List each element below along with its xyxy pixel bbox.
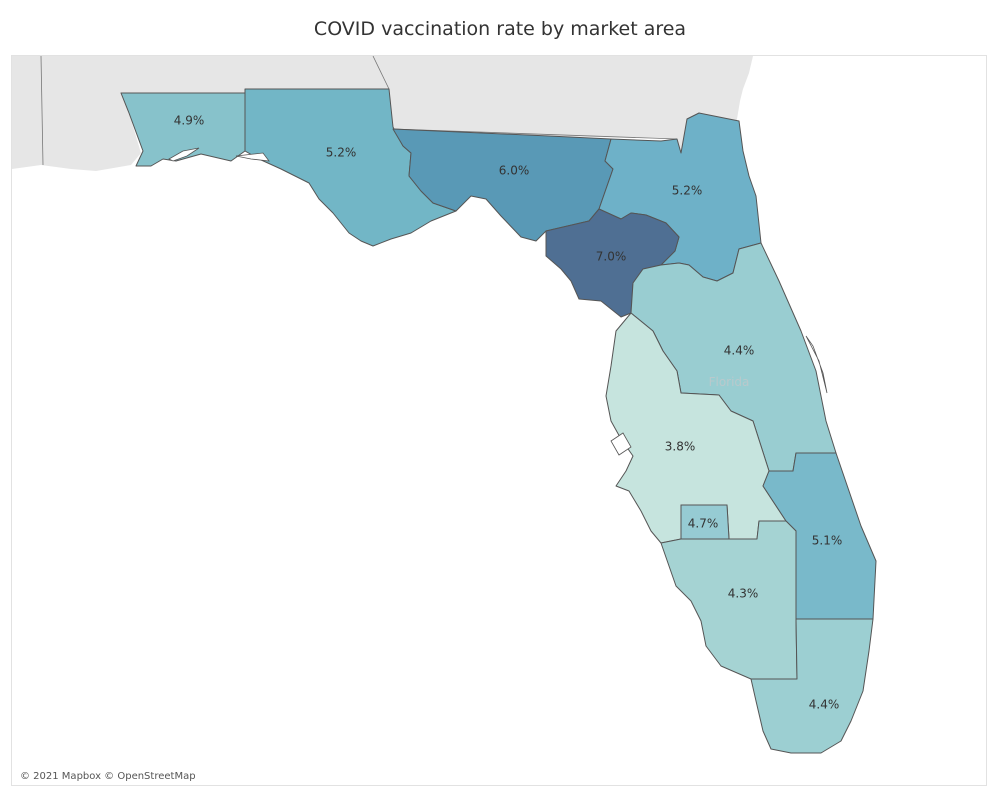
region-west-palm-beach[interactable]	[762, 452, 877, 620]
region-label: 4.4%	[809, 698, 840, 712]
region-label: 7.0%	[596, 250, 627, 264]
region-label: 5.2%	[326, 146, 357, 160]
region-label: 4.7%	[688, 517, 719, 531]
region-label: 6.0%	[499, 164, 530, 178]
map-canvas[interactable]: Florida 4.9% 5.2% 6.0% 5.2% 7.0% 4.4% 3.…	[11, 55, 987, 786]
region-label: 4.4%	[724, 344, 755, 358]
place-label-florida: Florida	[709, 375, 750, 389]
region-label: 4.3%	[728, 587, 759, 601]
bay-detail	[168, 147, 828, 456]
region-label: 5.1%	[812, 534, 843, 548]
region-label: 4.9%	[174, 114, 205, 128]
map-attribution[interactable]: © 2021 Mapbox © OpenStreetMap	[20, 771, 196, 782]
map-title: COVID vaccination rate by market area	[313, 18, 687, 40]
region-label: 3.8%	[665, 440, 696, 454]
florida-map: Florida 4.9% 5.2% 6.0% 5.2% 7.0% 4.4% 3.…	[12, 56, 877, 754]
neighbor-land	[12, 56, 753, 171]
region-label: 5.2%	[672, 184, 703, 198]
region-miami[interactable]	[750, 618, 874, 754]
